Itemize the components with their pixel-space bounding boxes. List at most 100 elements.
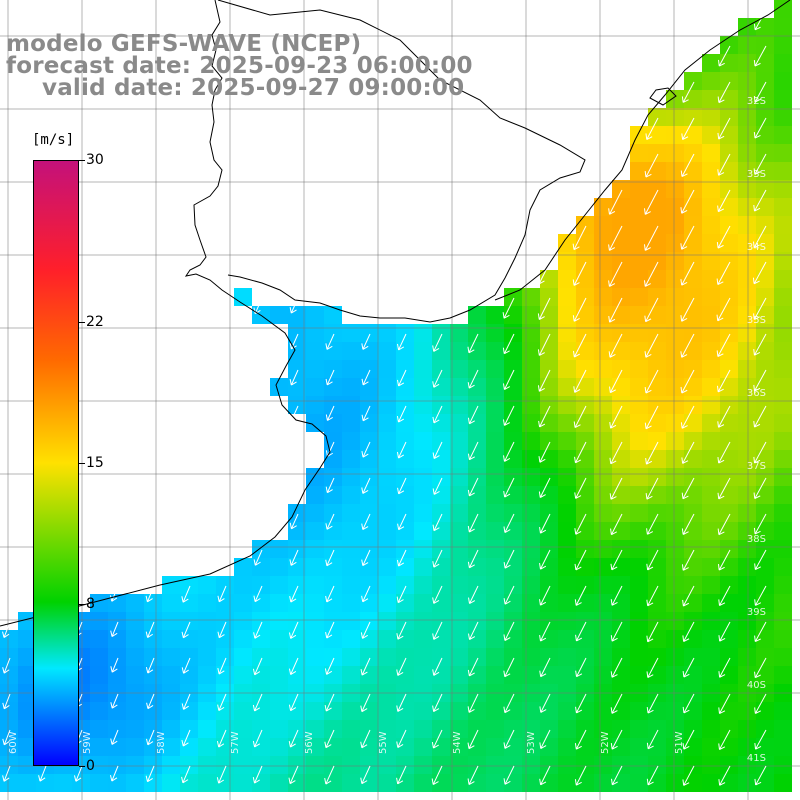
- wind-arrow: [432, 693, 443, 713]
- wind-speed-cell: [666, 432, 684, 450]
- wind-speed-cell: [558, 504, 576, 522]
- wind-speed-cell: [378, 648, 396, 666]
- wind-speed-cell: [540, 396, 558, 414]
- wind-speed-cell: [756, 666, 774, 684]
- wind-speed-cell: [666, 108, 684, 126]
- wind-speed-cell: [666, 216, 684, 234]
- wind-speed-cell: [756, 756, 774, 774]
- wind-speed-cell: [738, 360, 756, 378]
- wind-speed-cell: [738, 342, 756, 360]
- wind-speed-cell: [684, 72, 702, 90]
- wind-speed-cell: [612, 288, 630, 306]
- wind-speed-cell: [666, 630, 684, 648]
- wind-speed-cell: [234, 576, 252, 594]
- wind-speed-cell: [306, 414, 324, 432]
- wind-speed-cell: [522, 378, 540, 396]
- wind-speed-cell: [612, 234, 630, 252]
- wind-speed-cell: [630, 306, 648, 324]
- wind-speed-cell: [756, 648, 774, 666]
- wind-speed-cell: [504, 594, 522, 612]
- wind-speed-cell: [522, 702, 540, 720]
- wind-speed-cell: [360, 486, 378, 504]
- wind-speed-cell: [414, 612, 432, 630]
- wind-arrow: [718, 45, 731, 67]
- wind-speed-cell: [558, 630, 576, 648]
- wind-speed-cell: [162, 720, 180, 738]
- wind-arrow: [539, 765, 551, 786]
- wind-arrow: [432, 333, 443, 352]
- wind-speed-cell: [504, 504, 522, 522]
- wind-speed-cell: [360, 504, 378, 522]
- wind-speed-cell: [702, 162, 720, 180]
- wind-arrow: [432, 369, 443, 388]
- wind-speed-cell: [324, 630, 342, 648]
- wind-speed-cell: [594, 324, 612, 342]
- latitude-label: 37S: [746, 461, 766, 472]
- wind-speed-cell: [756, 72, 774, 90]
- wind-speed-cell: [756, 702, 774, 720]
- wind-speed-cell: [648, 522, 666, 540]
- latitude-label: 34S: [746, 242, 766, 253]
- wind-speed-cell: [396, 522, 414, 540]
- wind-speed-cell: [468, 576, 486, 594]
- wind-speed-cell: [414, 396, 432, 414]
- wind-speed-cell: [126, 774, 144, 792]
- wind-speed-cell: [702, 630, 720, 648]
- wind-arrow: [610, 693, 623, 714]
- wind-speed-cell: [504, 738, 522, 756]
- wind-speed-cell: [594, 216, 612, 234]
- wind-speed-cell: [234, 774, 252, 792]
- wind-speed-cell: [594, 774, 612, 792]
- wind-speed-cell: [774, 360, 792, 378]
- wind-speed-cell: [720, 450, 738, 468]
- wind-speed-cell: [774, 198, 792, 216]
- wind-arrow: [217, 657, 227, 675]
- wind-speed-cell: [414, 738, 432, 756]
- wind-speed-cell: [684, 216, 702, 234]
- wind-speed-cell: [432, 486, 450, 504]
- wind-arrow: [646, 513, 659, 535]
- wind-speed-cell: [216, 594, 234, 612]
- wind-arrow: [754, 549, 767, 570]
- wind-speed-cell: [450, 486, 468, 504]
- wind-speed-cell: [504, 612, 522, 630]
- wind-speed-cell: [504, 306, 522, 324]
- wind-speed-cell: [630, 504, 648, 522]
- wind-speed-cell: [180, 720, 198, 738]
- wind-speed-cell: [720, 666, 738, 684]
- wind-arrow: [289, 513, 299, 530]
- wind-arrow: [753, 9, 767, 31]
- wind-arrow: [325, 513, 335, 530]
- wind-speed-cell: [540, 594, 558, 612]
- wind-speed-cell: [594, 414, 612, 432]
- wind-speed-cell: [378, 468, 396, 486]
- wind-speed-cell: [702, 90, 720, 108]
- wind-speed-cell: [216, 756, 234, 774]
- wind-speed-cell: [0, 630, 18, 648]
- wind-speed-cell: [612, 324, 630, 342]
- wind-arrow: [432, 513, 443, 532]
- wind-speed-cell: [450, 666, 468, 684]
- wind-arrow: [716, 261, 731, 286]
- wind-speed-cell: [306, 648, 324, 666]
- wind-speed-cell: [774, 18, 792, 36]
- wind-speed-cell: [594, 702, 612, 720]
- wind-speed-cell: [576, 648, 594, 666]
- wind-speed-cell: [774, 54, 792, 72]
- wind-speed-cell: [774, 576, 792, 594]
- wind-speed-cell: [270, 558, 288, 576]
- wind-speed-cell: [360, 540, 378, 558]
- wind-speed-cell: [486, 324, 504, 342]
- wind-speed-cell: [504, 756, 522, 774]
- wind-speed-cell: [576, 774, 594, 792]
- wind-speed-cell: [288, 504, 306, 522]
- wind-speed-cell: [504, 666, 522, 684]
- wind-speed-cell: [684, 702, 702, 720]
- wind-arrow: [181, 621, 191, 639]
- wind-speed-cell: [180, 738, 198, 756]
- wind-speed-cell: [684, 738, 702, 756]
- wind-speed-cell: [450, 612, 468, 630]
- wind-speed-cell: [522, 324, 540, 342]
- wind-speed-cell: [378, 612, 396, 630]
